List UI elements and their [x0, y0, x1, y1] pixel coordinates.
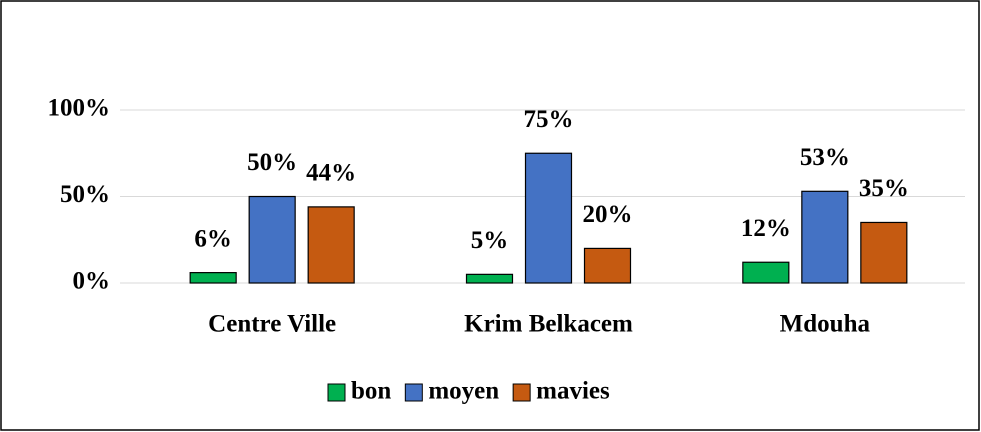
- bar: [742, 261, 790, 284]
- x-tick-label: Mdouha: [780, 311, 871, 338]
- data-label: 12%: [741, 215, 791, 242]
- data-label: 53%: [800, 144, 850, 171]
- data-label: 5%: [471, 227, 509, 254]
- bar: [860, 221, 908, 284]
- data-label: 50%: [247, 149, 297, 176]
- x-tick-label: Centre Ville: [208, 311, 336, 338]
- legend-swatch: [327, 383, 346, 402]
- data-label: 6%: [194, 225, 232, 252]
- y-tick-label: 50%: [60, 181, 110, 208]
- bar: [189, 272, 237, 284]
- legend-swatch: [512, 383, 531, 402]
- data-label: 44%: [306, 160, 356, 187]
- data-label: 75%: [524, 106, 574, 133]
- bar: [248, 195, 296, 284]
- y-tick-label: 100%: [48, 95, 111, 122]
- legend-label: moyen: [428, 378, 499, 405]
- bar: [524, 152, 573, 284]
- legend-label: mavies: [536, 378, 610, 405]
- x-tick-label: Krim Belkacem: [464, 311, 633, 338]
- y-tick-label: 0%: [73, 268, 111, 295]
- bar: [583, 247, 632, 284]
- bar: [801, 190, 849, 284]
- bar: [465, 273, 514, 284]
- data-label: 20%: [583, 201, 633, 228]
- bar: [307, 206, 355, 284]
- legend-swatch: [404, 383, 423, 402]
- data-label: 35%: [859, 175, 909, 202]
- legend-label: bon: [351, 378, 391, 405]
